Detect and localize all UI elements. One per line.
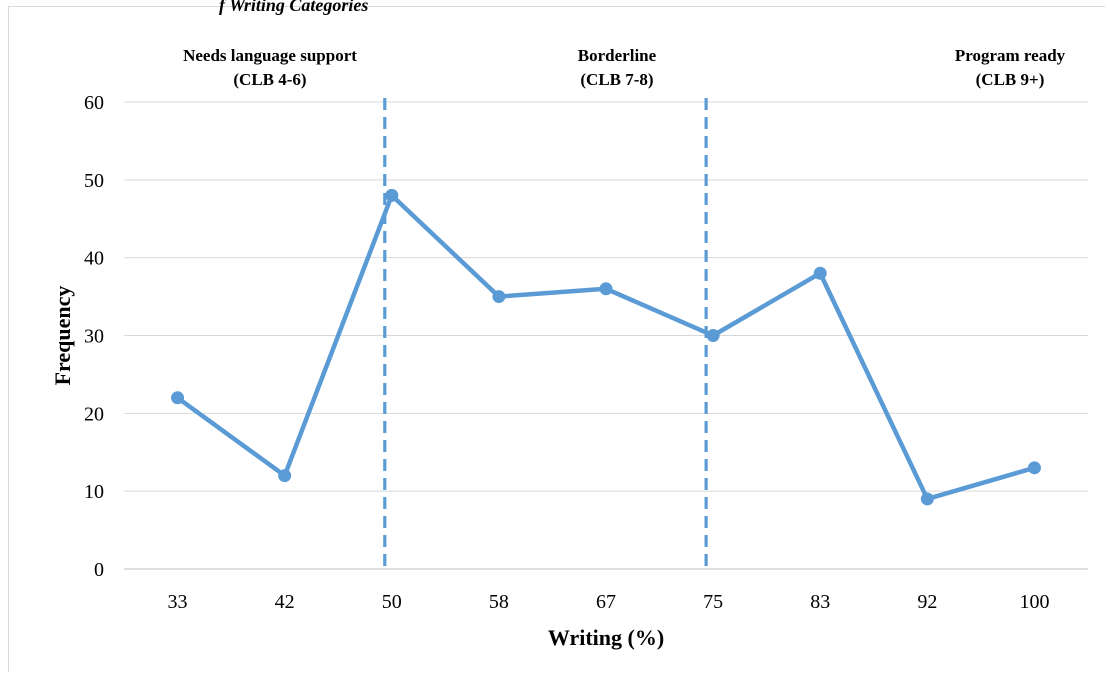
- data-point: [385, 188, 399, 202]
- x-tick-label: 100: [1019, 591, 1049, 613]
- y-tick-label: 50: [84, 170, 104, 192]
- y-tick-labels: 0 10 20 30 40 50 60: [84, 92, 104, 581]
- x-tick-label: 50: [382, 591, 402, 613]
- x-axis-label: Writing (%): [548, 625, 664, 650]
- y-tick-label: 30: [84, 326, 104, 348]
- x-tick-label: 83: [810, 591, 830, 613]
- region-label-3-line2: (CLB 9+): [976, 70, 1045, 89]
- region-label-1-line2: (CLB 4-6): [233, 70, 306, 89]
- chart-frame: f Writing Categories: [8, 0, 1105, 672]
- x-tick-label: 58: [489, 591, 509, 613]
- category-dividers: [383, 98, 708, 569]
- data-point: [599, 282, 613, 296]
- y-tick-label: 20: [84, 403, 104, 425]
- x-tick-label: 42: [275, 591, 295, 613]
- x-tick-label: 33: [168, 591, 188, 613]
- data-point: [1027, 461, 1041, 475]
- data-point: [171, 391, 185, 405]
- region-label-2-line2: (CLB 7-8): [580, 70, 653, 89]
- data-point: [278, 469, 292, 483]
- y-tick-label: 10: [84, 481, 104, 503]
- y-tick-label: 40: [84, 248, 104, 270]
- caption-fragment: f Writing Categories: [219, 0, 369, 15]
- data-point: [813, 266, 827, 280]
- gridlines: [124, 101, 1088, 570]
- x-tick-labels: 33 42 50 58 67 75 83 92 100: [168, 591, 1050, 613]
- y-tick-label: 0: [94, 559, 104, 581]
- x-tick-label: 75: [703, 591, 723, 613]
- data-point: [492, 290, 506, 304]
- y-tick-label: 60: [84, 92, 104, 114]
- x-tick-label: 67: [596, 591, 616, 613]
- data-point: [920, 492, 934, 506]
- x-tick-label: 92: [917, 591, 937, 613]
- region-labels: Needs language support (CLB 4-6) Borderlin…: [183, 46, 1066, 89]
- data-point: [706, 329, 720, 342]
- y-axis-label: Frequency: [50, 286, 75, 386]
- region-label-1-line1: Needs language support: [183, 46, 357, 65]
- region-label-3-line1: Program ready: [955, 46, 1066, 65]
- region-label-2-line1: Borderline: [578, 46, 657, 65]
- series-group: [171, 188, 1041, 506]
- series-line-1: [175, 193, 1037, 502]
